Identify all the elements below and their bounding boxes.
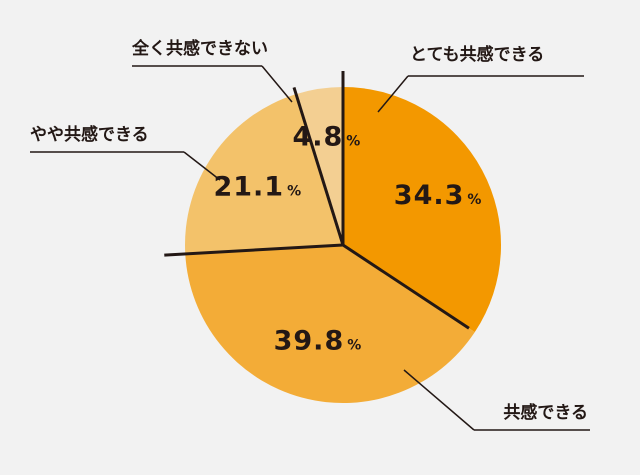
leader-line-1: [377, 75, 409, 113]
category-label-4: 全く共感できない: [131, 38, 268, 59]
slice-divider-2: [342, 243, 470, 330]
category-label-1: とても共感できる: [410, 44, 544, 65]
pie-slice-3: [184, 94, 343, 254]
category-label-2: 共感できる: [503, 402, 588, 423]
category-label-3: やや共感できる: [30, 124, 149, 145]
leader-line-2: [403, 369, 475, 431]
slice-divider-4: [292, 87, 345, 246]
leader-line-3: [183, 151, 221, 181]
value-labels: 34.3 % 39.8 % 21.1 % 4.8%: [213, 122, 481, 357]
value-label-1: 34.3%: [394, 180, 482, 211]
slice-divider-3: [164, 243, 344, 257]
value-label-2: 39.8%: [274, 326, 362, 357]
leader-lines: [30, 65, 590, 431]
value-label-3: 21.1%: [213, 172, 301, 203]
slice-dividers: [164, 71, 470, 330]
leader-line-4: [261, 65, 293, 103]
value-label-4: 4.8%: [292, 122, 360, 153]
